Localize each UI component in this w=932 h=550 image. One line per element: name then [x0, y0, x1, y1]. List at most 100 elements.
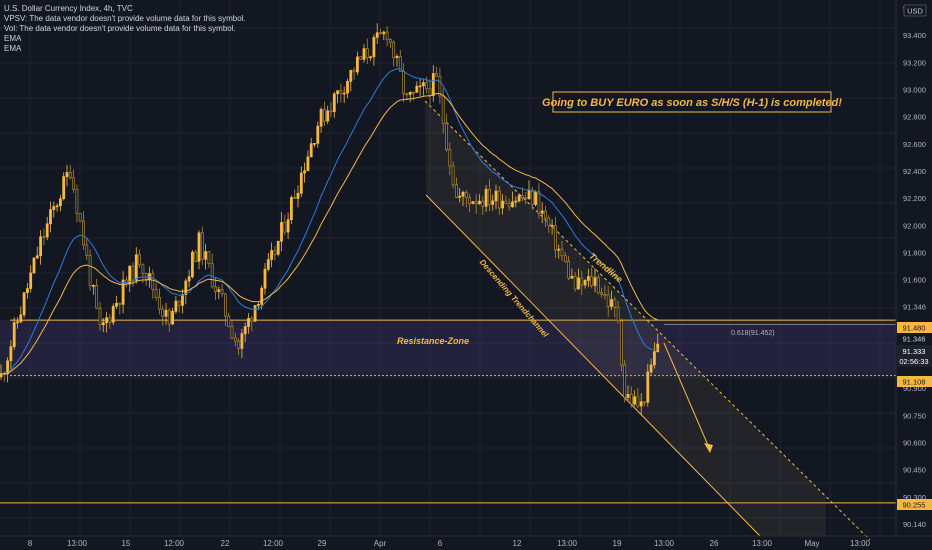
projection-arrow	[663, 342, 711, 451]
candle	[105, 311, 109, 333]
tag-last-price-text: 91.333	[903, 347, 926, 356]
price-tick-label: 92.800	[903, 113, 926, 122]
candle	[445, 113, 448, 152]
candle	[19, 306, 23, 324]
candle	[514, 196, 518, 208]
candle	[22, 292, 26, 319]
candle	[563, 251, 567, 263]
tag-upper-zone: 91.480	[897, 322, 932, 333]
candle	[577, 268, 580, 290]
candle	[497, 185, 501, 215]
candle	[247, 312, 250, 334]
candle	[362, 44, 366, 63]
candle	[253, 305, 257, 323]
candle	[590, 267, 594, 289]
candle	[319, 107, 323, 134]
candle	[573, 272, 577, 292]
candle	[494, 184, 498, 210]
candle	[408, 91, 412, 103]
candle	[111, 303, 115, 326]
candle	[35, 246, 39, 259]
candle	[438, 67, 442, 104]
candle	[349, 69, 353, 92]
candle	[550, 219, 554, 235]
candle	[118, 302, 122, 315]
candle	[365, 38, 369, 64]
candle	[171, 307, 175, 325]
candle	[451, 161, 455, 189]
tag-support: 90.255	[897, 499, 932, 510]
candle	[616, 300, 620, 324]
channel-lower-line	[425, 194, 761, 537]
candle	[633, 390, 637, 407]
candle	[636, 388, 640, 409]
tag-current: 91.346	[897, 333, 932, 344]
candle	[98, 301, 102, 331]
candle	[75, 184, 79, 223]
price-axis-ticks: 93.60093.40093.20093.00092.80092.60092.4…	[903, 4, 926, 529]
candle	[121, 271, 125, 314]
candle	[484, 185, 488, 212]
time-tick-label: 8	[28, 539, 33, 548]
currency-text: USD	[907, 7, 923, 16]
candle	[547, 215, 551, 233]
candle	[586, 268, 590, 288]
currency-label: USD	[903, 4, 927, 17]
price-tick-label: 90.600	[903, 439, 926, 448]
candle	[461, 190, 465, 207]
candle	[448, 142, 452, 176]
candle	[217, 286, 221, 300]
candle	[481, 196, 485, 215]
candle	[491, 194, 495, 211]
candle	[115, 295, 118, 309]
price-axis[interactable]	[896, 0, 932, 550]
candle	[458, 187, 462, 203]
candle	[313, 142, 316, 148]
price-tick-label: 90.450	[903, 466, 926, 475]
candle	[204, 244, 208, 270]
candle	[375, 23, 379, 45]
price-tick-label: 92.200	[903, 194, 926, 203]
candle	[42, 228, 46, 246]
candle	[395, 53, 399, 67]
candle	[177, 300, 181, 313]
candle	[570, 268, 574, 280]
candle	[283, 214, 287, 236]
candle	[520, 187, 524, 202]
candle	[501, 194, 505, 215]
ema-slow-line	[1, 92, 658, 375]
candle	[326, 105, 330, 125]
candle	[435, 66, 439, 78]
time-tick-label: 22	[221, 539, 230, 548]
tag-support-text: 90.255	[903, 501, 926, 510]
candle	[511, 191, 514, 208]
candle	[517, 193, 521, 203]
candle	[214, 277, 217, 301]
candle	[78, 213, 82, 222]
candle	[306, 150, 310, 172]
time-tick-label: 13:00	[850, 539, 871, 548]
candle	[629, 386, 633, 408]
legend-ema-2: EMA	[4, 44, 22, 53]
candle	[167, 308, 171, 332]
time-tick-label: 29	[318, 539, 327, 548]
candle	[652, 342, 656, 369]
candle	[9, 340, 13, 370]
candle	[237, 337, 241, 356]
candle	[329, 102, 333, 118]
time-tick-label: 26	[710, 539, 719, 548]
candle	[12, 317, 16, 350]
zone-label: Resistance-Zone	[397, 336, 469, 346]
candle	[560, 240, 564, 261]
candle	[355, 51, 359, 76]
candle	[623, 360, 627, 403]
candle	[58, 194, 62, 212]
candle	[95, 278, 99, 310]
candle	[468, 193, 472, 213]
candle	[45, 216, 49, 241]
tag-lower-zone-text: 91.108	[903, 378, 926, 387]
candle	[101, 318, 105, 333]
candle	[164, 302, 168, 325]
candle	[82, 210, 85, 250]
